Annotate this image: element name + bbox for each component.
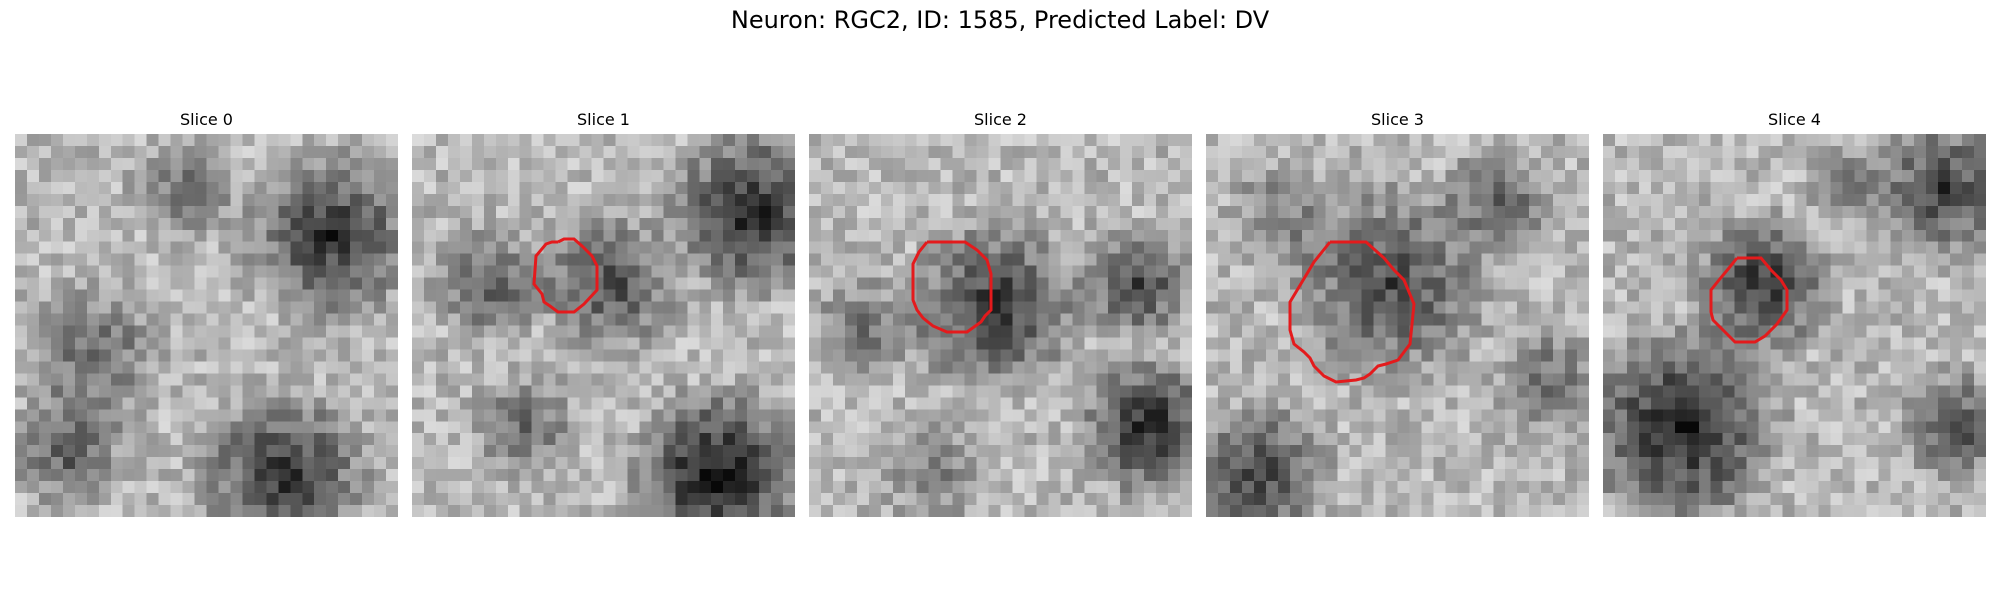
neuron-contour-4 xyxy=(1709,256,1789,344)
contour-overlay-1 xyxy=(532,237,599,314)
slice-image-0 xyxy=(15,134,398,517)
slice-title-2: Slice 2 xyxy=(974,110,1027,129)
contour-overlay-4 xyxy=(1709,256,1789,344)
slice-title-3: Slice 3 xyxy=(1371,110,1424,129)
slice-title-4: Slice 4 xyxy=(1768,110,1821,129)
figure-title: Neuron: RGC2, ID: 1585, Predicted Label:… xyxy=(730,6,1270,34)
slice-canvas-4 xyxy=(1603,134,1986,517)
contour-overlay-3 xyxy=(1288,240,1416,384)
slice-image-2 xyxy=(809,134,1192,517)
slice-canvas-0 xyxy=(15,134,398,517)
slice-title-0: Slice 0 xyxy=(180,110,233,129)
slice-image-3 xyxy=(1206,134,1589,517)
slice-panel-1: Slice 1 xyxy=(412,110,795,517)
neuron-contour-2 xyxy=(911,240,993,334)
slice-panel-0: Slice 0 xyxy=(15,110,398,517)
contour-overlay-2 xyxy=(911,240,993,334)
slice-canvas-2 xyxy=(809,134,1192,517)
slice-title-1: Slice 1 xyxy=(577,110,630,129)
slice-panel-4: Slice 4 xyxy=(1603,110,1986,517)
slice-panel-2: Slice 2 xyxy=(809,110,1192,517)
slice-canvas-3 xyxy=(1206,134,1589,517)
slice-panel-3: Slice 3 xyxy=(1206,110,1589,517)
slice-image-4 xyxy=(1603,134,1986,517)
slice-image-1 xyxy=(412,134,795,517)
neuron-contour-1 xyxy=(532,237,599,314)
neuron-contour-3 xyxy=(1288,240,1416,384)
slice-canvas-1 xyxy=(412,134,795,517)
